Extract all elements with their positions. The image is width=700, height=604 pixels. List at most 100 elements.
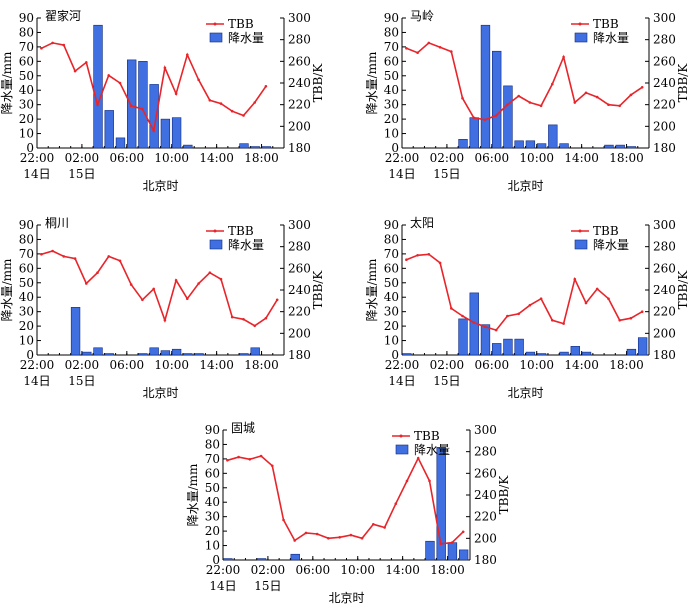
legend-rain-label: 降水量 (593, 31, 629, 45)
y-tick-label-left: 0 (212, 553, 220, 567)
y-tick-label-left: 30 (205, 510, 220, 524)
tbb-point (416, 51, 419, 54)
rain-bar (559, 351, 569, 356)
tbb-point (96, 271, 99, 275)
y-tick-label-right: 260 (653, 54, 676, 68)
rain-bar (104, 110, 114, 149)
x-tick-label: 14:00 (385, 563, 420, 577)
tbb-point (174, 92, 178, 96)
tbb-point (629, 93, 633, 97)
y-tick-label-left: 20 (384, 319, 399, 333)
rain-bar (615, 144, 625, 149)
tbb-point (349, 533, 353, 537)
rain-bar (447, 542, 458, 561)
y-tick-label-right: 200 (653, 326, 676, 340)
tbb-point (472, 321, 476, 324)
rain-bar (548, 124, 558, 149)
rain-bar (171, 117, 182, 149)
y-tick-label-left: 60 (384, 261, 399, 275)
legend-tbb-marker (213, 229, 217, 233)
date-label: 15日 (68, 374, 95, 388)
y-tick-label-left: 40 (19, 83, 34, 97)
x-tick-label: 10:00 (340, 563, 375, 577)
tbb-point (230, 109, 234, 113)
date-label: 14日 (23, 167, 50, 181)
y-tick-label-right: 300 (288, 11, 311, 25)
y-tick-label-right: 300 (288, 218, 311, 232)
y-tick-label-left: 0 (26, 141, 34, 155)
y-tick-label-right: 200 (288, 326, 311, 340)
tbb-point (372, 523, 375, 526)
rain-bar (570, 346, 580, 356)
y-tick-label-right: 220 (653, 305, 676, 319)
rain-bar (239, 353, 249, 356)
rain-bar (514, 338, 524, 356)
tbb-point (517, 94, 520, 98)
tbb-point (275, 298, 279, 302)
y-tick-label-right: 260 (288, 54, 311, 68)
y-tick-label-left: 90 (384, 11, 399, 25)
tbb-point (394, 502, 398, 506)
y-tick-label-left: 50 (384, 69, 399, 83)
tbb-point (141, 298, 144, 302)
tbb-point (73, 257, 77, 260)
x-tick-label: 14:00 (199, 358, 234, 372)
rain-bar (637, 337, 648, 356)
tbb-point (293, 539, 297, 542)
legend-tbb-label: TBB (593, 224, 619, 238)
legend-rain-swatch (209, 239, 223, 250)
x-tick-label: 18:00 (244, 151, 279, 165)
tbb-point (264, 316, 268, 320)
tbb-point (208, 271, 212, 275)
y-tick-label-right: 280 (653, 240, 676, 254)
rain-bar (626, 348, 637, 356)
tbb-point (427, 41, 431, 45)
x-tick-label: 06:00 (110, 358, 145, 372)
y-tick-label-left: 20 (19, 112, 34, 126)
rain-bar (626, 146, 637, 149)
rain-bar (514, 140, 524, 149)
rain-bar (82, 351, 92, 356)
rain-bar (138, 61, 148, 149)
y-tick-label-right: 260 (653, 261, 676, 275)
tbb-point (360, 537, 364, 540)
rain-bar (70, 307, 81, 356)
y-tick-label-left: 10 (19, 127, 34, 141)
tbb-point (152, 129, 155, 132)
y-tick-label-right: 180 (288, 141, 311, 155)
tbb-point (85, 282, 88, 285)
y-axis-label-right: TBB/K (311, 63, 325, 103)
rain-bar (104, 353, 114, 356)
rain-bar (93, 24, 103, 149)
tbb-point (551, 82, 554, 86)
rain-bar (115, 137, 126, 149)
tbb-point (230, 315, 234, 319)
tbb-point (259, 454, 263, 458)
y-tick-label-left: 90 (384, 218, 399, 232)
tbb-point (186, 297, 189, 301)
tbb-point (141, 107, 144, 111)
tbb-point (163, 319, 167, 322)
legend-rain-swatch (574, 32, 588, 43)
x-tick-label: 22:00 (20, 151, 55, 165)
legend-rain-label: 降水量 (228, 31, 264, 45)
y-tick-label-right: 180 (653, 141, 676, 155)
y-tick-label-left: 80 (384, 25, 399, 39)
x-axis-label: 北京时 (142, 386, 178, 400)
tbb-point (428, 479, 431, 483)
rain-bar (536, 353, 547, 356)
tbb-point (242, 318, 245, 321)
y-tick-label-left: 70 (384, 40, 399, 54)
tbb-point (595, 95, 599, 99)
y-tick-label-left: 30 (19, 305, 34, 319)
x-tick-label: 22:00 (385, 151, 420, 165)
tbb-point (197, 282, 200, 285)
rain-bar (239, 143, 249, 149)
tbb-point (461, 314, 464, 318)
y-tick-label-right: 240 (288, 283, 311, 297)
tbb-point (129, 283, 133, 286)
legend-rain-swatch (209, 32, 223, 43)
rain-bar (93, 347, 103, 356)
y-tick-label-left: 50 (384, 276, 399, 290)
